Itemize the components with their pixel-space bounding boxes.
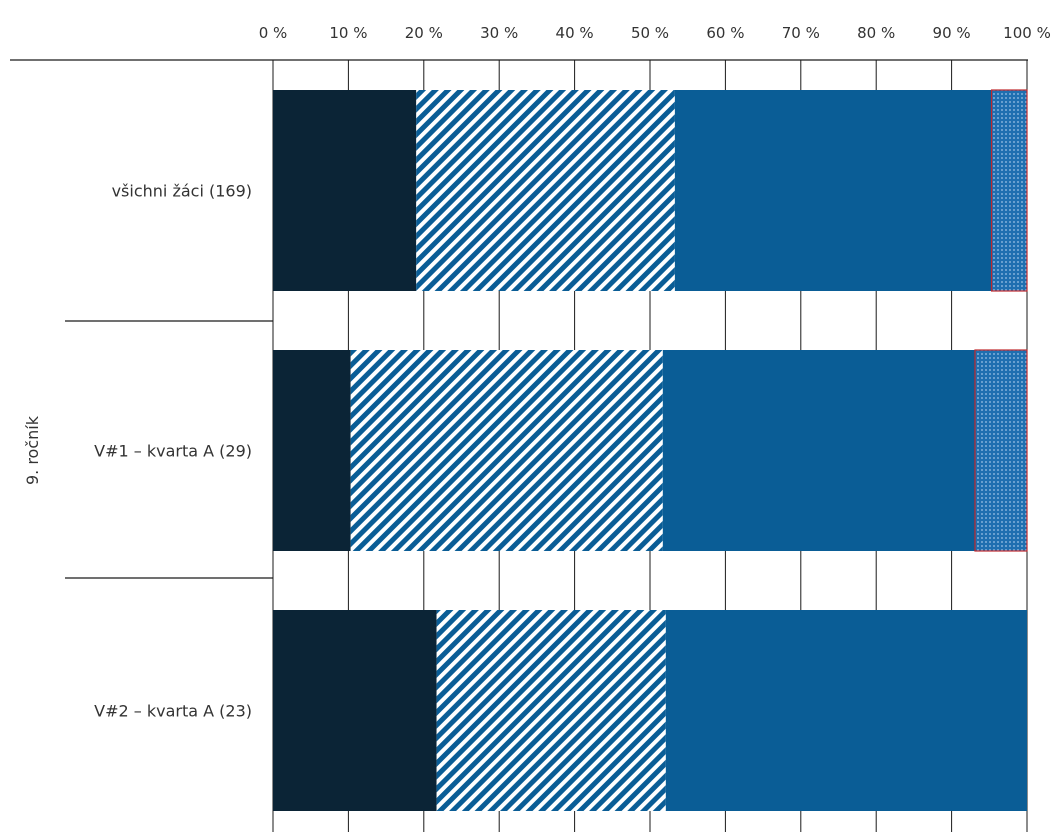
bar-segment (273, 90, 417, 291)
bar-segment (273, 350, 351, 551)
labels-layer: 0 % 10 % 20 % 30 % 40 % 50 % 60 % 70 % 80 % 90 % 1… (23, 24, 1051, 721)
bar-segment (436, 610, 666, 811)
x-tick-label: 80 % (857, 24, 895, 42)
bars-layer (273, 89, 1028, 811)
x-tick-label: 40 % (556, 24, 594, 42)
x-tick-label: 0 % (259, 24, 288, 42)
x-tick-label: 90 % (933, 24, 971, 42)
x-tick-label: 100 % (1003, 24, 1051, 42)
bar-segment (350, 350, 663, 551)
bar-segment (974, 349, 1028, 552)
bar-segment (665, 610, 1027, 811)
bar-segment (273, 610, 437, 811)
structure-layer (10, 59, 1028, 579)
x-tick-label: 20 % (405, 24, 443, 42)
bar-segment (662, 350, 975, 551)
category-label: všichni žáci (169) (112, 182, 252, 201)
bar-segment (416, 90, 675, 291)
x-tick-label: 50 % (631, 24, 669, 42)
x-tick-label: 70 % (782, 24, 820, 42)
x-tick-label: 10 % (329, 24, 367, 42)
bar-segment (674, 90, 992, 291)
category-label: V#2 – kvarta A (23) (94, 702, 252, 721)
bar-segment (990, 89, 1028, 292)
group-label: 9. ročník (23, 415, 42, 485)
x-tick-label: 30 % (480, 24, 518, 42)
x-tick-label: 60 % (706, 24, 744, 42)
category-label: V#1 – kvarta A (29) (94, 442, 252, 461)
